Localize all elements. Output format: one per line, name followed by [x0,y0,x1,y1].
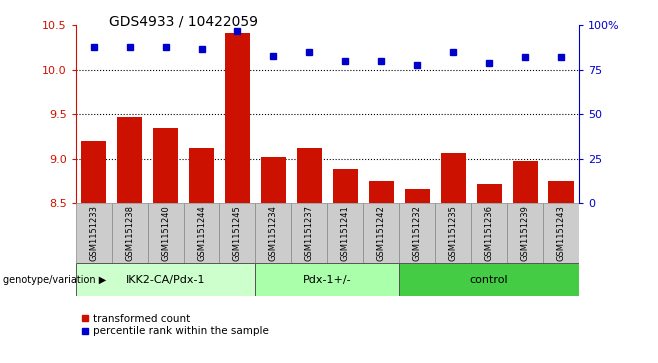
Bar [405,189,430,203]
Bar [441,152,466,203]
Text: GSM1151239: GSM1151239 [520,205,530,261]
Text: IKK2-CA/Pdx-1: IKK2-CA/Pdx-1 [126,274,205,285]
Text: GSM1151241: GSM1151241 [341,205,350,261]
Text: GSM1151237: GSM1151237 [305,205,314,261]
Bar [76,203,112,263]
Bar [261,157,286,203]
Bar [76,263,255,296]
Text: GSM1151244: GSM1151244 [197,205,206,261]
Bar [327,203,363,263]
Bar [153,128,178,203]
Bar [549,181,574,203]
Bar [117,117,142,203]
Text: GSM1151242: GSM1151242 [377,205,386,261]
Bar [112,203,147,263]
Bar [225,33,250,203]
Bar [543,203,579,263]
Legend: transformed count, percentile rank within the sample: transformed count, percentile rank withi… [81,314,269,337]
Bar [368,181,394,203]
Text: GSM1151236: GSM1151236 [485,205,494,261]
Text: GSM1151240: GSM1151240 [161,205,170,261]
Bar [147,203,184,263]
Bar [507,203,543,263]
Bar [189,148,214,203]
Bar [255,263,399,296]
Text: GSM1151232: GSM1151232 [413,205,422,261]
Bar [81,141,106,203]
Text: GSM1151235: GSM1151235 [449,205,458,261]
Text: GSM1151243: GSM1151243 [557,205,566,261]
Bar [297,148,322,203]
Bar [476,184,502,203]
Bar [363,203,399,263]
Text: control: control [470,274,509,285]
Bar [513,162,538,203]
Text: GDS4933 / 10422059: GDS4933 / 10422059 [109,15,257,29]
Bar [184,203,220,263]
Text: GSM1151233: GSM1151233 [89,205,98,261]
Text: GSM1151234: GSM1151234 [269,205,278,261]
Bar [399,263,579,296]
Bar [471,203,507,263]
Bar [399,203,435,263]
Text: GSM1151238: GSM1151238 [125,205,134,261]
Bar [291,203,327,263]
Bar [220,203,255,263]
Text: GSM1151245: GSM1151245 [233,205,242,261]
Text: genotype/variation ▶: genotype/variation ▶ [3,274,107,285]
Text: Pdx-1+/-: Pdx-1+/- [303,274,351,285]
Bar [435,203,471,263]
Bar [333,170,358,203]
Bar [255,203,291,263]
